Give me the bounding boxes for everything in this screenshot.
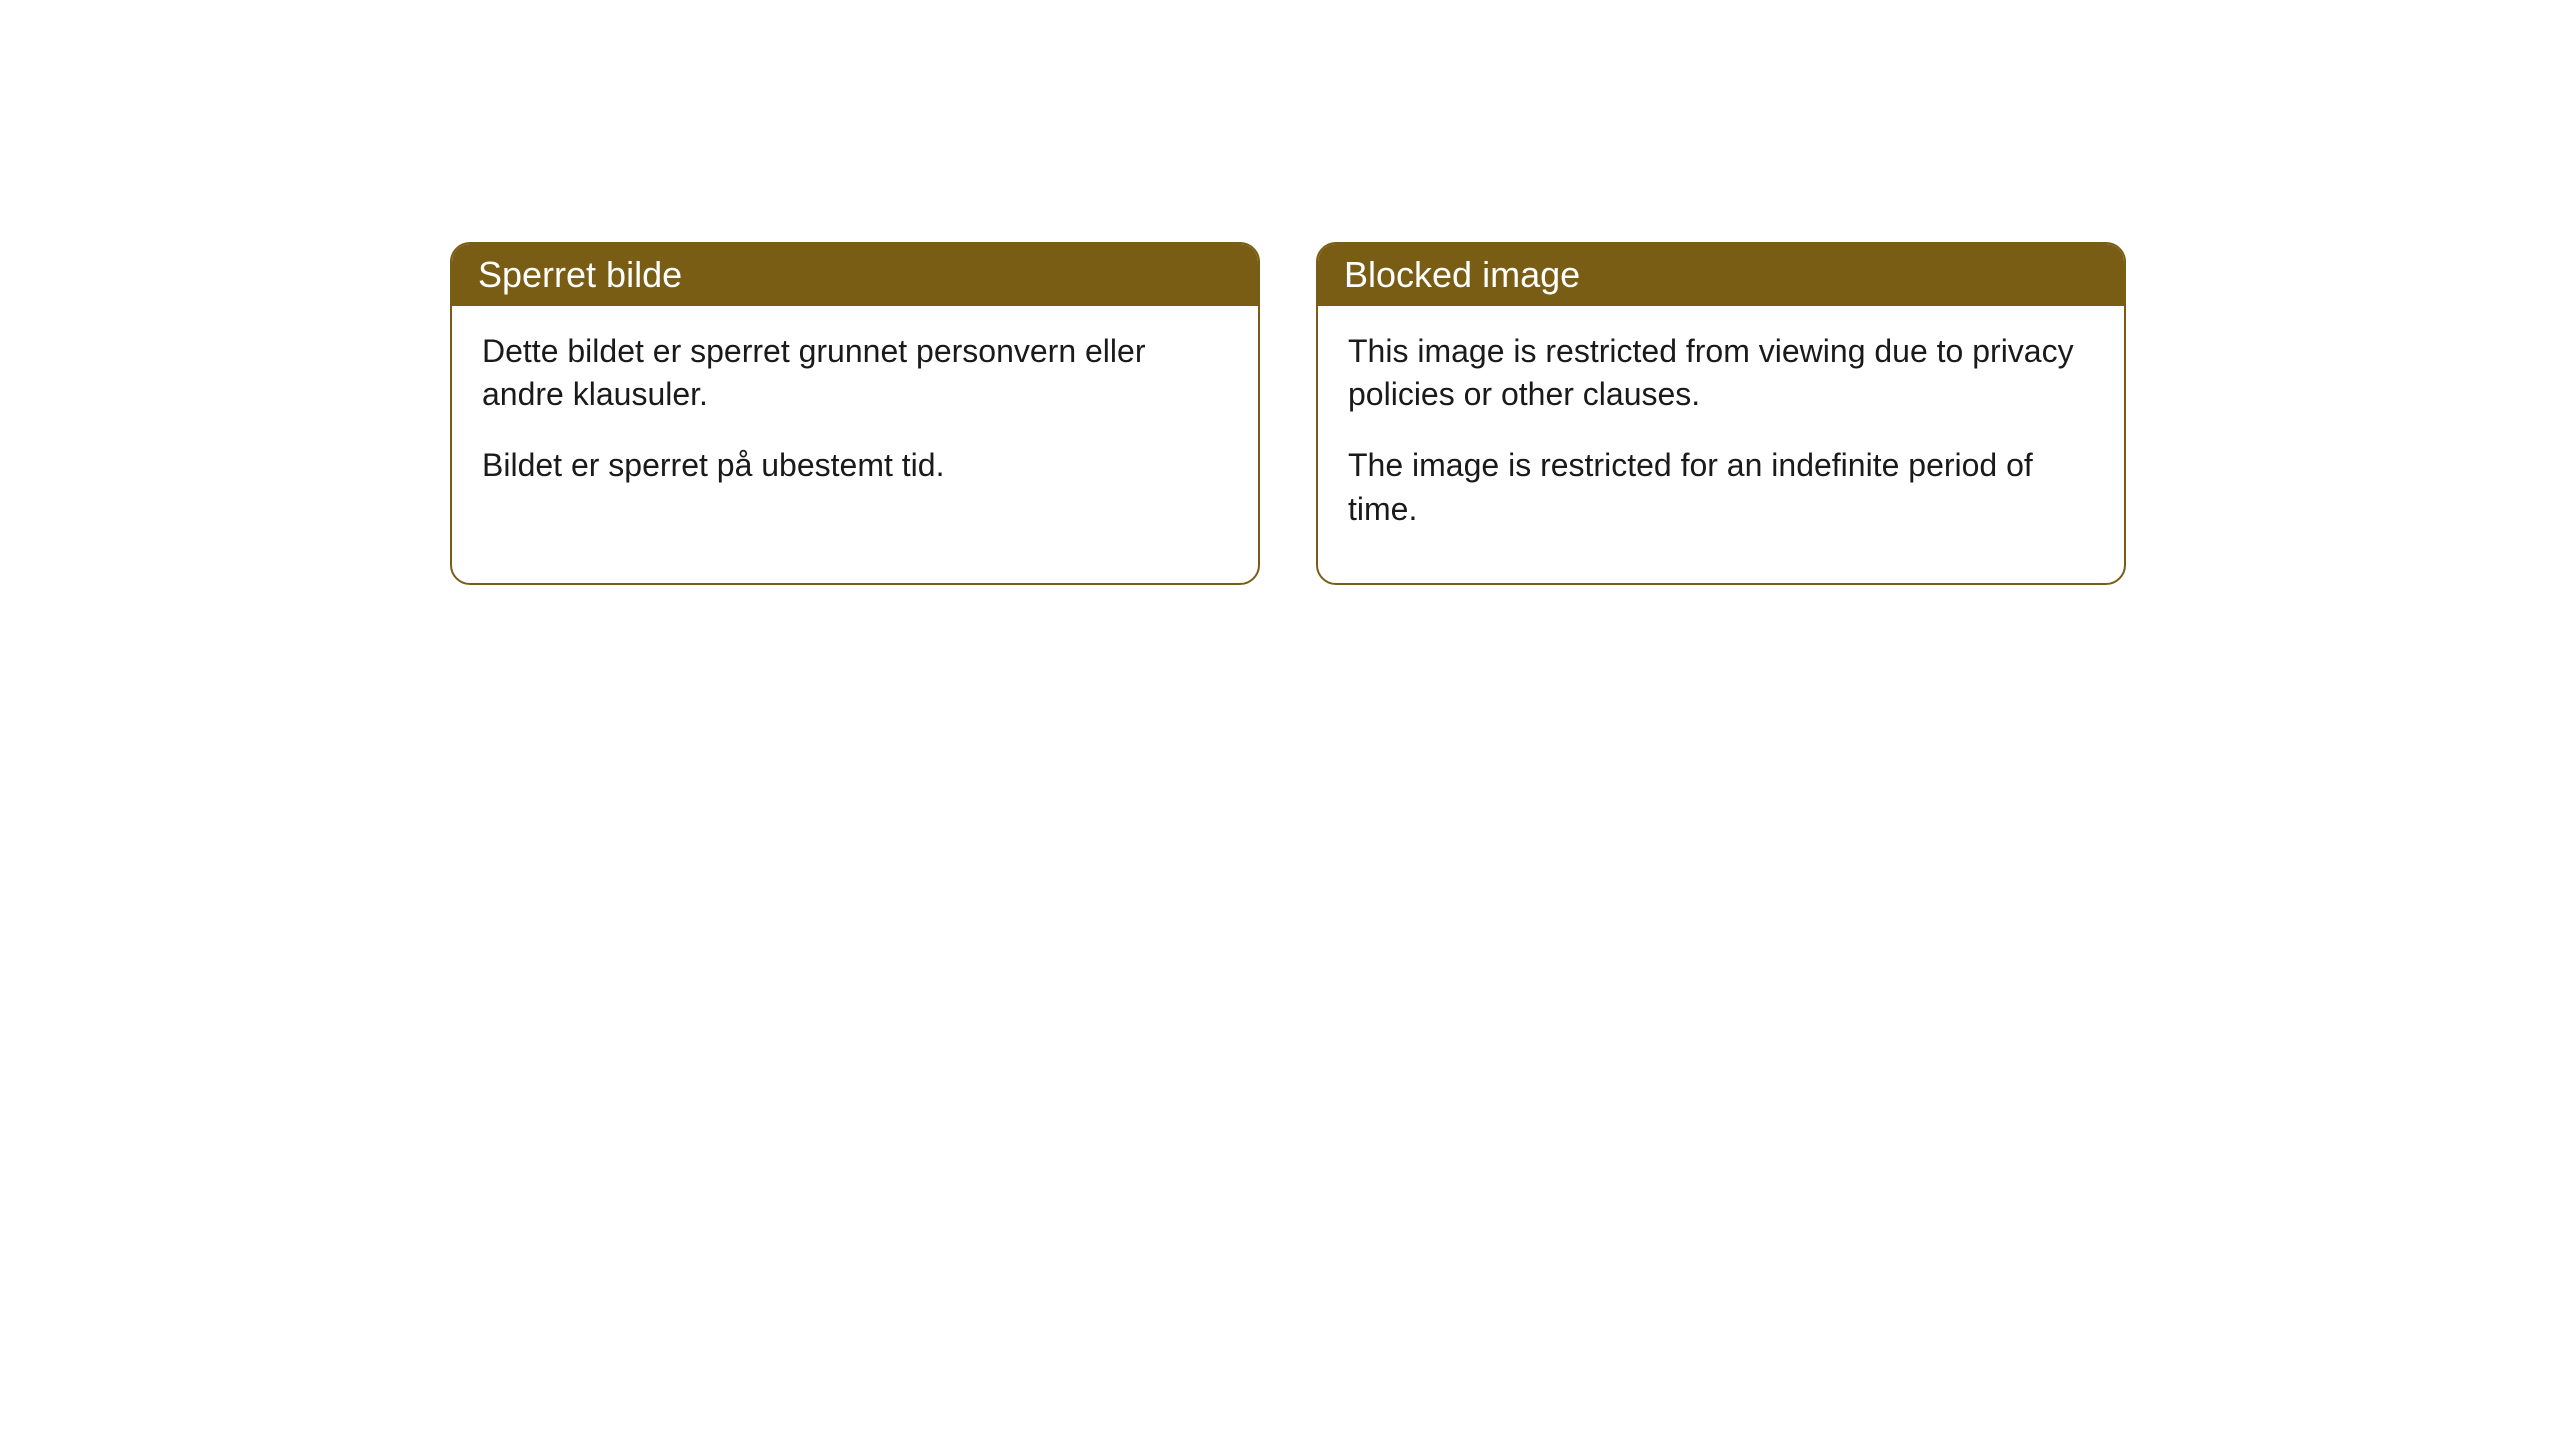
- notice-text-norwegian-1: Dette bildet er sperret grunnet personve…: [482, 330, 1228, 416]
- notice-body-english: This image is restricted from viewing du…: [1318, 306, 2124, 583]
- notice-card-norwegian: Sperret bilde Dette bildet er sperret gr…: [450, 242, 1260, 585]
- notice-text-english-1: This image is restricted from viewing du…: [1348, 330, 2094, 416]
- notice-container: Sperret bilde Dette bildet er sperret gr…: [0, 0, 2560, 585]
- notice-text-english-2: The image is restricted for an indefinit…: [1348, 444, 2094, 530]
- notice-header-english: Blocked image: [1318, 244, 2124, 306]
- notice-text-norwegian-2: Bildet er sperret på ubestemt tid.: [482, 444, 1228, 487]
- notice-title-norwegian: Sperret bilde: [478, 254, 682, 295]
- notice-card-english: Blocked image This image is restricted f…: [1316, 242, 2126, 585]
- notice-title-english: Blocked image: [1344, 254, 1580, 295]
- notice-body-norwegian: Dette bildet er sperret grunnet personve…: [452, 306, 1258, 540]
- notice-header-norwegian: Sperret bilde: [452, 244, 1258, 306]
